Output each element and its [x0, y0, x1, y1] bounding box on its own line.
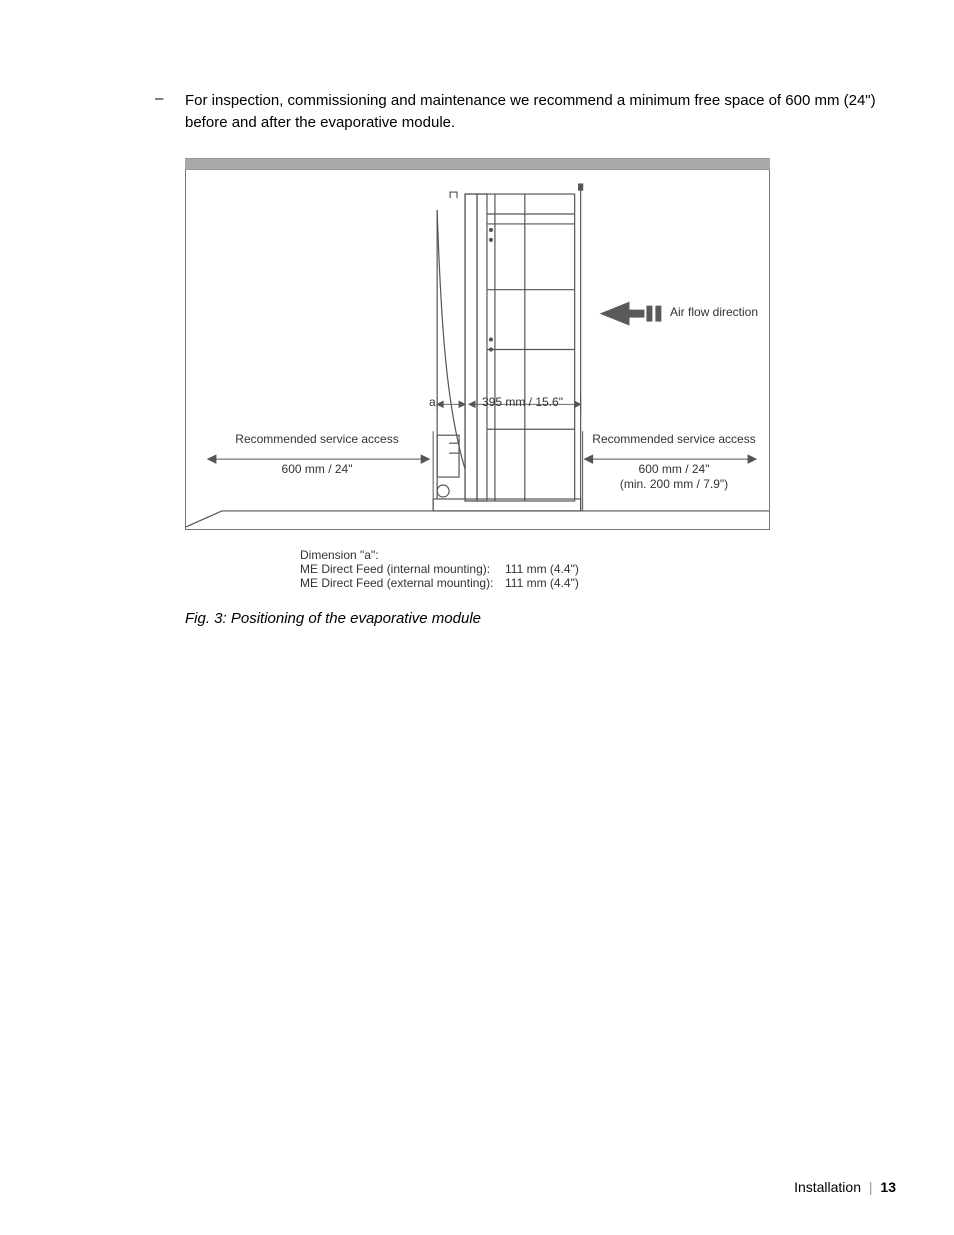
footer-section: Installation	[794, 1179, 861, 1195]
bullet-item: – For inspection, commissioning and main…	[155, 90, 894, 134]
left-access-value: 600 mm / 24"	[202, 462, 432, 478]
bullet-text: For inspection, commissioning and mainte…	[185, 90, 894, 134]
dimension-row: ME Direct Feed (external mounting): 111 …	[300, 576, 770, 590]
figure-caption: Fig. 3: Positioning of the evaporative m…	[185, 610, 770, 627]
figure: Air flow direction a 395 mm / 15.6" Reco…	[185, 158, 770, 627]
module-width-label: 395 mm / 15.6"	[482, 395, 563, 411]
right-access-value: 600 mm / 24"	[584, 462, 764, 478]
dimension-row-label: ME Direct Feed (internal mounting):	[300, 562, 505, 576]
footer-page-number: 13	[880, 1179, 896, 1195]
right-access-min: (min. 200 mm / 7.9")	[584, 477, 764, 493]
dimension-note: Dimension "a": ME Direct Feed (internal …	[300, 548, 770, 590]
airflow-arrow-icon	[600, 301, 662, 325]
bullet-dash: –	[155, 90, 185, 134]
page-footer: Installation | 13	[794, 1179, 896, 1195]
airflow-label: Air flow direction	[670, 305, 758, 321]
dimension-row-label: ME Direct Feed (external mounting):	[300, 576, 505, 590]
dimension-heading: Dimension "a":	[300, 548, 770, 562]
figure-top-bar	[185, 158, 770, 170]
left-access-label: Recommended service access	[202, 432, 432, 448]
dimension-row-value: 111 mm (4.4")	[505, 576, 579, 590]
footer-separator: |	[869, 1179, 873, 1195]
right-access-label: Recommended service access	[584, 432, 764, 448]
dimension-row-value: 111 mm (4.4")	[505, 562, 579, 576]
dim-a-label: a	[429, 395, 436, 411]
diagram: Air flow direction a 395 mm / 15.6" Reco…	[185, 170, 770, 530]
dimension-row: ME Direct Feed (internal mounting): 111 …	[300, 562, 770, 576]
